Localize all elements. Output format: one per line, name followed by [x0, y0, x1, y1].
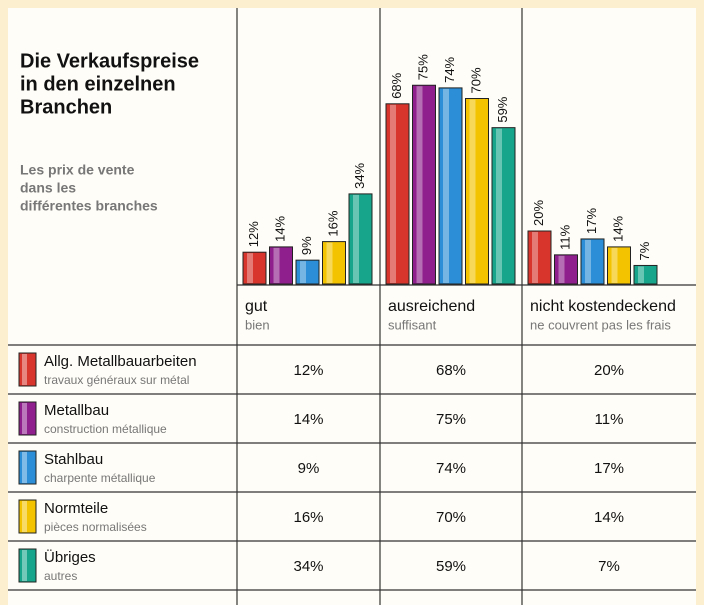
bar-shine [300, 261, 306, 283]
legend-shine [22, 501, 27, 532]
legend-label-fr: travaux généraux sur métal [44, 373, 189, 387]
bar-label: 74% [442, 56, 457, 82]
bar [322, 241, 346, 285]
table-cell: 74% [436, 460, 466, 477]
bar-shine [558, 255, 565, 283]
bar [527, 230, 552, 285]
bar-label: 17% [584, 207, 599, 233]
bar [385, 103, 410, 285]
bar-label: 34% [352, 162, 367, 188]
table-cell: 59% [436, 558, 466, 575]
table-cell: 14% [293, 411, 323, 428]
bar-label: 75% [415, 54, 430, 80]
chart-title: Die Verkaufspreise [20, 50, 199, 72]
bar-label: 11% [557, 224, 572, 249]
legend-label: Metallbau [44, 402, 109, 419]
bar-shine [443, 88, 449, 284]
legend-shine [22, 452, 27, 483]
bar-shine [469, 99, 476, 283]
bar-label: 14% [272, 215, 287, 241]
bar-shine [273, 247, 280, 283]
chart-subtitle: dans les [20, 180, 76, 196]
x-tick-label: gut [245, 298, 268, 315]
bar-label: 59% [495, 96, 510, 122]
bar [412, 84, 436, 285]
bar [348, 193, 373, 285]
bar [607, 246, 631, 285]
bar [491, 127, 516, 285]
bar [580, 238, 605, 285]
panel [8, 8, 696, 605]
bar [465, 98, 489, 285]
x-tick-label-fr: ne couvrent pas les frais [530, 317, 671, 332]
table-cell: 11% [595, 411, 624, 428]
legend-label: Normteile [44, 500, 108, 517]
legend-swatch [18, 352, 37, 387]
table-cell: 68% [436, 362, 466, 379]
bar-shine [390, 104, 396, 283]
bar-label: 20% [531, 200, 546, 226]
table-cell: 75% [436, 411, 466, 428]
legend-label-fr: autres [44, 569, 77, 583]
bar-shine [326, 242, 333, 283]
x-tick-label: nicht kostendeckend [530, 298, 676, 315]
bar-shine [353, 194, 359, 283]
chart-title: Branchen [20, 96, 112, 118]
legend-label: Allg. Metallbauarbeiten [44, 353, 197, 370]
table-cell: 7% [598, 558, 620, 575]
legend-label: Stahlbau [44, 451, 103, 468]
bar-label: 9% [299, 236, 314, 255]
table-cell: 16% [293, 509, 323, 526]
bar [295, 259, 320, 285]
bar-label: 7% [637, 241, 652, 260]
bar-shine [247, 253, 253, 283]
bar [633, 264, 658, 285]
table-cell: 9% [298, 460, 320, 477]
legend-label: Übriges [44, 548, 96, 566]
bar-shine [496, 128, 502, 283]
legend-shine [22, 403, 27, 434]
table-cell: 20% [594, 362, 624, 379]
bar-label: 16% [325, 210, 340, 236]
bar-label: 68% [389, 72, 404, 98]
x-tick-label-fr: bien [245, 317, 270, 332]
bar [554, 254, 578, 285]
legend-label-fr: construction métallique [44, 422, 167, 436]
table-cell: 34% [293, 558, 323, 575]
bar-shine [416, 86, 423, 283]
chart-subtitle: différentes branches [20, 198, 158, 214]
bar [438, 87, 463, 285]
chart-title: in den einzelnen [20, 73, 176, 95]
legend-label-fr: pièces normalisées [44, 520, 147, 534]
legend-swatch [18, 401, 37, 436]
x-tick-label: ausreichend [388, 298, 475, 315]
bar-shine [585, 239, 591, 283]
bar-shine [532, 232, 538, 283]
x-tick-label-fr: suffisant [388, 317, 437, 332]
chart-subtitle: Les prix de vente [20, 162, 135, 178]
legend-shine [22, 354, 27, 385]
bar-label: 70% [468, 67, 483, 93]
bar [242, 251, 267, 285]
legend-swatch [18, 499, 37, 534]
bar [269, 246, 293, 285]
table-cell: 17% [594, 460, 624, 477]
legend-label-fr: charpente métallique [44, 471, 156, 485]
bar-label: 14% [610, 215, 625, 241]
legend-swatch [18, 548, 37, 583]
bar-shine [638, 266, 644, 283]
legend-swatch [18, 450, 37, 485]
table-cell: 14% [594, 509, 624, 526]
table-cell: 70% [436, 509, 466, 526]
bar-label: 12% [246, 221, 261, 247]
table-cell: 12% [293, 362, 323, 379]
bar-shine [611, 247, 618, 283]
legend-shine [22, 550, 27, 581]
